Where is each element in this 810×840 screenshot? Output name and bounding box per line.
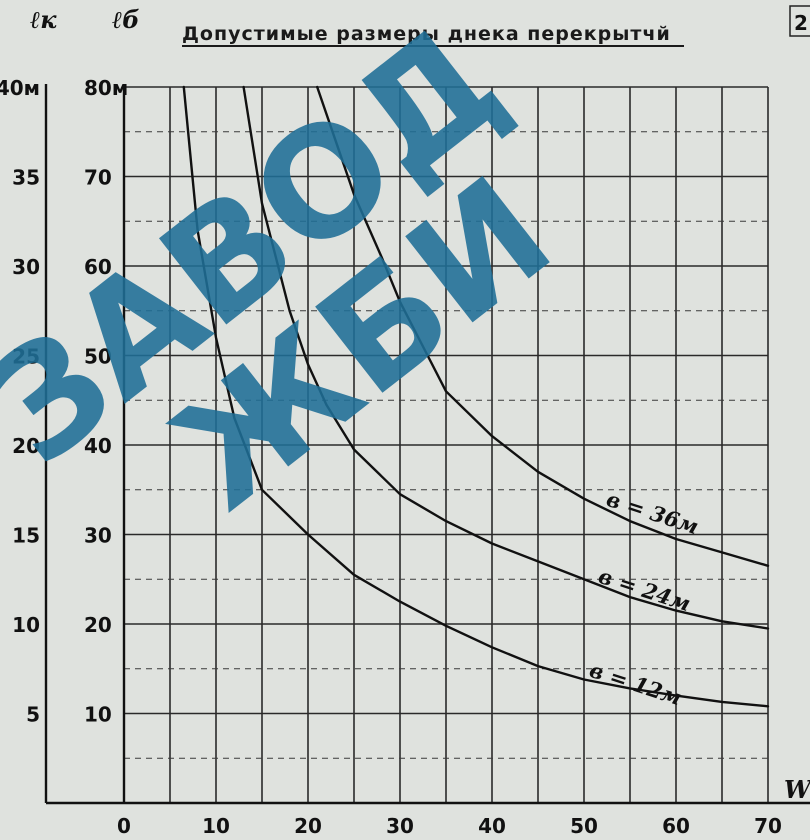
left-scale-tick-label: 35 xyxy=(12,166,40,190)
right-scale-tick-label: 20 xyxy=(84,613,112,637)
page-number: 2 xyxy=(794,11,808,35)
chart-title: Допустимые размеры днека перекрытчй xyxy=(182,23,671,45)
x-tick-label: 40 xyxy=(478,814,506,838)
x-tick-label: 10 xyxy=(202,814,230,838)
x-tick-label: 50 xyxy=(570,814,598,838)
right-scale-tick-label: 70 xyxy=(84,166,112,190)
page-number-box xyxy=(789,5,810,37)
left-axis-label: ℓк xyxy=(30,5,57,34)
left-scale-tick-label: 20 xyxy=(12,434,40,458)
x-tick-label: 20 xyxy=(294,814,322,838)
tick-labels: 0 10 20 30 40 50 60 70 10 20 30 40 50 60 70 80м 5 10 15 20 2… xyxy=(0,76,782,838)
left-scale-tick-label: 5 xyxy=(26,703,40,727)
right-scale-tick-label: 60 xyxy=(84,255,112,279)
left-scale-tick-label: 30 xyxy=(12,255,40,279)
right-axis-label: ℓб xyxy=(112,5,140,34)
grid xyxy=(124,86,769,803)
curve-line xyxy=(242,85,770,630)
right-scale-tick-label: 30 xyxy=(84,524,112,548)
right-scale-tick-label: 10 xyxy=(84,703,112,727)
curves xyxy=(182,85,770,708)
axes xyxy=(44,84,810,805)
left-scale-tick-label: 10 xyxy=(12,613,40,637)
right-scale-tick-label: 40 xyxy=(84,434,112,458)
right-scale-tick-label: 80м xyxy=(84,76,128,100)
curve-line xyxy=(182,85,770,708)
left-scale-tick-label: 40м xyxy=(0,76,40,100)
x-axis-label: W xyxy=(784,775,810,804)
x-tick-label: 0 xyxy=(117,814,131,838)
x-tick-label: 30 xyxy=(386,814,414,838)
right-scale-tick-label: 50 xyxy=(84,345,112,369)
x-tick-label: 60 xyxy=(662,814,690,838)
left-scale-tick-label: 15 xyxy=(12,524,40,548)
left-scale-tick-label: 25 xyxy=(12,345,40,369)
x-tick-label: 70 xyxy=(754,814,782,838)
curve-line xyxy=(316,85,770,567)
